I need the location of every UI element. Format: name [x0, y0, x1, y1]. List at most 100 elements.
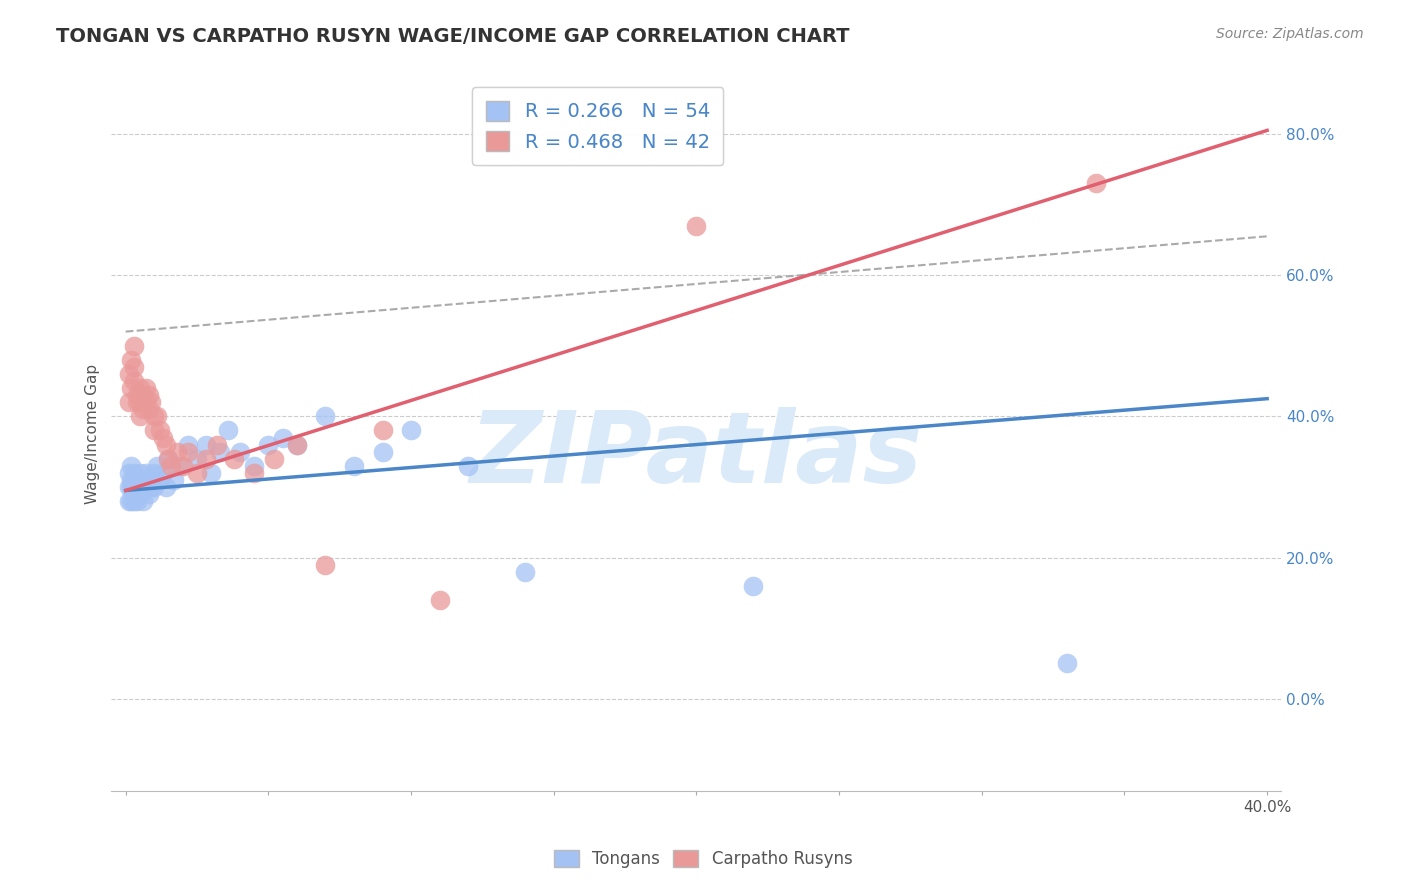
Point: [129, 487, 152, 501]
Point: [127, 473, 149, 487]
Point: [155, 480, 177, 494]
Point: [157, 451, 180, 466]
Point: [146, 409, 169, 424]
Y-axis label: Wage/Income Gap: Wage/Income Gap: [86, 364, 100, 504]
Point: [122, 374, 145, 388]
Point: [343, 458, 366, 473]
Point: [177, 437, 200, 451]
Point: [117, 466, 139, 480]
Point: [129, 395, 152, 409]
Point: [149, 424, 172, 438]
Point: [129, 381, 152, 395]
Point: [122, 487, 145, 501]
Point: [129, 480, 152, 494]
Point: [122, 473, 145, 487]
Point: [271, 430, 294, 444]
Point: [742, 579, 765, 593]
Point: [285, 437, 308, 451]
Point: [1084, 177, 1107, 191]
Point: [127, 388, 149, 402]
Point: [117, 494, 139, 508]
Point: [205, 437, 228, 451]
Point: [120, 458, 142, 473]
Point: [371, 444, 394, 458]
Point: [120, 494, 142, 508]
Point: [285, 437, 308, 451]
Point: [120, 381, 142, 395]
Point: [143, 480, 166, 494]
Point: [135, 466, 157, 480]
Point: [132, 473, 155, 487]
Point: [120, 473, 142, 487]
Point: [117, 395, 139, 409]
Point: [1056, 657, 1078, 671]
Point: [243, 466, 266, 480]
Point: [429, 593, 451, 607]
Point: [515, 565, 537, 579]
Point: [155, 437, 177, 451]
Point: [122, 480, 145, 494]
Point: [314, 558, 336, 572]
Point: [120, 352, 142, 367]
Point: [243, 458, 266, 473]
Point: [120, 480, 142, 494]
Point: [127, 395, 149, 409]
Legend: Tongans, Carpatho Rusyns: Tongans, Carpatho Rusyns: [547, 843, 859, 875]
Point: [186, 451, 208, 466]
Point: [138, 487, 160, 501]
Point: [194, 437, 217, 451]
Point: [149, 473, 172, 487]
Point: [208, 444, 231, 458]
Point: [135, 381, 157, 395]
Point: [143, 466, 166, 480]
Point: [169, 458, 191, 473]
Point: [143, 424, 166, 438]
Point: [127, 494, 149, 508]
Point: [229, 444, 252, 458]
Point: [141, 395, 163, 409]
Point: [257, 437, 280, 451]
Point: [135, 395, 157, 409]
Point: [122, 339, 145, 353]
Point: [160, 458, 183, 473]
Point: [457, 458, 479, 473]
Point: [152, 466, 174, 480]
Point: [163, 473, 186, 487]
Point: [152, 430, 174, 444]
Point: [186, 466, 208, 480]
Point: [399, 424, 422, 438]
Point: [138, 388, 160, 402]
Point: [263, 451, 285, 466]
Point: [122, 466, 145, 480]
Point: [138, 473, 160, 487]
Point: [157, 451, 180, 466]
Point: [122, 359, 145, 374]
Point: [177, 444, 200, 458]
Point: [194, 451, 217, 466]
Point: [314, 409, 336, 424]
Point: [224, 451, 246, 466]
Point: [172, 458, 194, 473]
Point: [122, 494, 145, 508]
Text: TONGAN VS CARPATHO RUSYN WAGE/INCOME GAP CORRELATION CHART: TONGAN VS CARPATHO RUSYN WAGE/INCOME GAP…: [56, 27, 849, 45]
Point: [143, 409, 166, 424]
Point: [138, 402, 160, 417]
Point: [146, 458, 169, 473]
Point: [117, 480, 139, 494]
Point: [117, 367, 139, 381]
Point: [166, 444, 188, 458]
Legend: R = 0.266   N = 54, R = 0.468   N = 42: R = 0.266 N = 54, R = 0.468 N = 42: [472, 87, 724, 165]
Point: [371, 424, 394, 438]
Point: [129, 409, 152, 424]
Point: [132, 402, 155, 417]
Point: [685, 219, 707, 233]
Point: [132, 388, 155, 402]
Point: [200, 466, 222, 480]
Point: [141, 480, 163, 494]
Text: ZIPatlas: ZIPatlas: [470, 407, 922, 504]
Text: Source: ZipAtlas.com: Source: ZipAtlas.com: [1216, 27, 1364, 41]
Point: [135, 480, 157, 494]
Point: [129, 466, 152, 480]
Point: [127, 480, 149, 494]
Point: [217, 424, 239, 438]
